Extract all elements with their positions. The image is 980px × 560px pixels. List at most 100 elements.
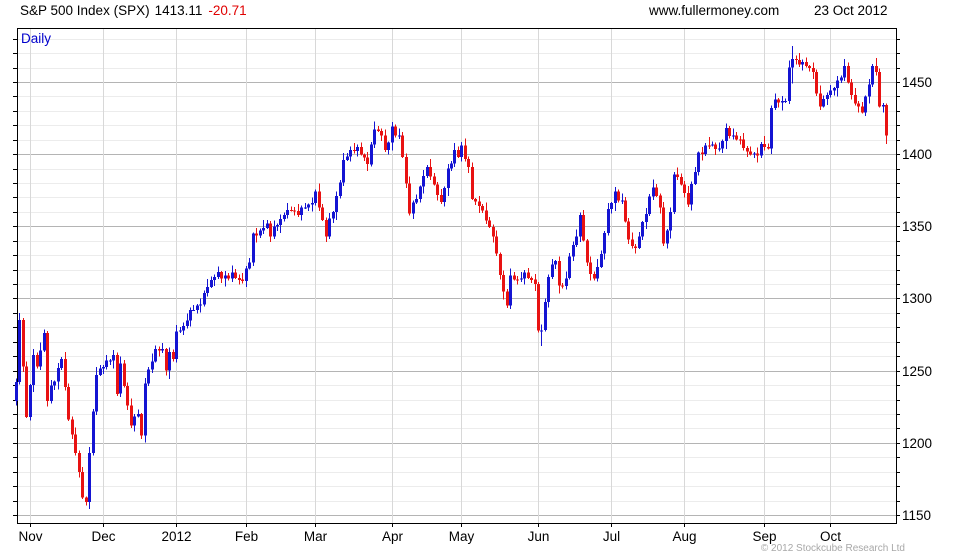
candle	[858, 101, 859, 113]
candle	[728, 128, 731, 137]
candle	[753, 153, 756, 155]
candle	[593, 273, 596, 279]
candle	[78, 452, 81, 472]
candle	[318, 191, 321, 208]
candle	[558, 261, 561, 286]
candle	[298, 204, 299, 218]
candle	[311, 203, 314, 205]
candle	[110, 359, 111, 366]
candle	[868, 84, 871, 97]
candle	[126, 386, 129, 406]
candle	[683, 184, 686, 193]
candle	[471, 167, 474, 199]
candle	[561, 285, 564, 287]
candle	[673, 174, 676, 212]
candle	[199, 304, 202, 306]
candle	[227, 275, 230, 279]
candle	[749, 151, 752, 155]
candle	[60, 359, 63, 368]
candle	[782, 96, 783, 111]
candle	[29, 385, 32, 417]
candle	[161, 349, 164, 351]
candle	[291, 206, 292, 212]
candle	[220, 272, 223, 279]
candle	[676, 174, 679, 177]
candle	[95, 375, 98, 412]
candle	[582, 214, 585, 241]
candle	[206, 287, 209, 294]
candle	[378, 126, 379, 132]
candle	[186, 320, 189, 326]
candle	[854, 95, 857, 104]
candle	[718, 148, 721, 150]
candle	[739, 139, 742, 141]
price-change: -20.71	[208, 3, 247, 18]
y-axis-label: 1400	[902, 147, 932, 162]
candle	[399, 128, 400, 139]
candle	[339, 182, 342, 196]
candle	[193, 305, 194, 312]
candle	[262, 227, 265, 231]
candle	[277, 223, 278, 231]
candle	[342, 159, 345, 183]
candle	[234, 272, 237, 278]
candle	[99, 368, 102, 375]
candle	[81, 471, 84, 498]
candle	[764, 136, 765, 151]
candle	[795, 58, 798, 61]
candle	[203, 293, 206, 305]
candle	[829, 90, 832, 95]
candle	[467, 158, 470, 168]
candle	[495, 236, 498, 254]
candle	[214, 274, 215, 286]
candle	[363, 154, 366, 158]
candle	[412, 202, 415, 214]
candle	[394, 126, 397, 136]
candle	[659, 195, 662, 208]
candle	[530, 277, 533, 280]
candle	[834, 87, 835, 96]
candle	[547, 276, 550, 302]
candle	[210, 280, 213, 287]
candle	[252, 233, 255, 263]
candle	[478, 201, 481, 207]
candle	[756, 153, 759, 156]
candle	[102, 367, 105, 369]
candle	[709, 137, 710, 149]
candle	[607, 209, 610, 234]
candle	[798, 60, 801, 65]
candle	[735, 135, 738, 140]
candle	[799, 53, 800, 67]
candle	[875, 66, 878, 72]
candle	[112, 354, 115, 361]
x-axis-label: Dec	[91, 529, 115, 544]
candle	[92, 411, 95, 453]
candle	[634, 246, 637, 248]
candle	[377, 129, 380, 131]
candle	[878, 71, 881, 107]
candle	[485, 210, 488, 221]
candle	[778, 98, 779, 108]
candle	[763, 144, 766, 147]
candle	[140, 414, 143, 436]
candle	[245, 268, 248, 282]
candle	[366, 157, 369, 165]
candle	[666, 230, 669, 244]
candle	[384, 135, 387, 150]
candle	[225, 270, 226, 287]
instrument-title: S&P 500 Index (SPX)	[20, 3, 150, 18]
candle	[805, 61, 808, 67]
candle	[269, 223, 272, 237]
candle	[162, 343, 163, 353]
candle	[242, 272, 243, 284]
candle	[332, 212, 335, 219]
candle	[826, 95, 829, 99]
candle	[192, 309, 195, 311]
candle	[857, 103, 860, 107]
candle	[182, 325, 185, 331]
candle	[712, 141, 713, 147]
candle	[447, 168, 450, 188]
candle	[541, 324, 542, 347]
candle	[314, 191, 317, 204]
